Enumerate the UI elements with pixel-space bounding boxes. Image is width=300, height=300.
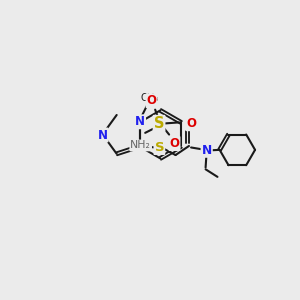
- Text: O: O: [146, 94, 157, 107]
- Text: NH₂: NH₂: [130, 140, 151, 150]
- Text: O: O: [169, 137, 179, 150]
- Text: N: N: [135, 115, 145, 128]
- Text: N: N: [202, 144, 212, 157]
- Text: O: O: [186, 117, 197, 130]
- Text: CH₃: CH₃: [140, 93, 159, 103]
- Text: N: N: [98, 128, 108, 142]
- Text: S: S: [154, 116, 164, 131]
- Text: S: S: [154, 141, 164, 154]
